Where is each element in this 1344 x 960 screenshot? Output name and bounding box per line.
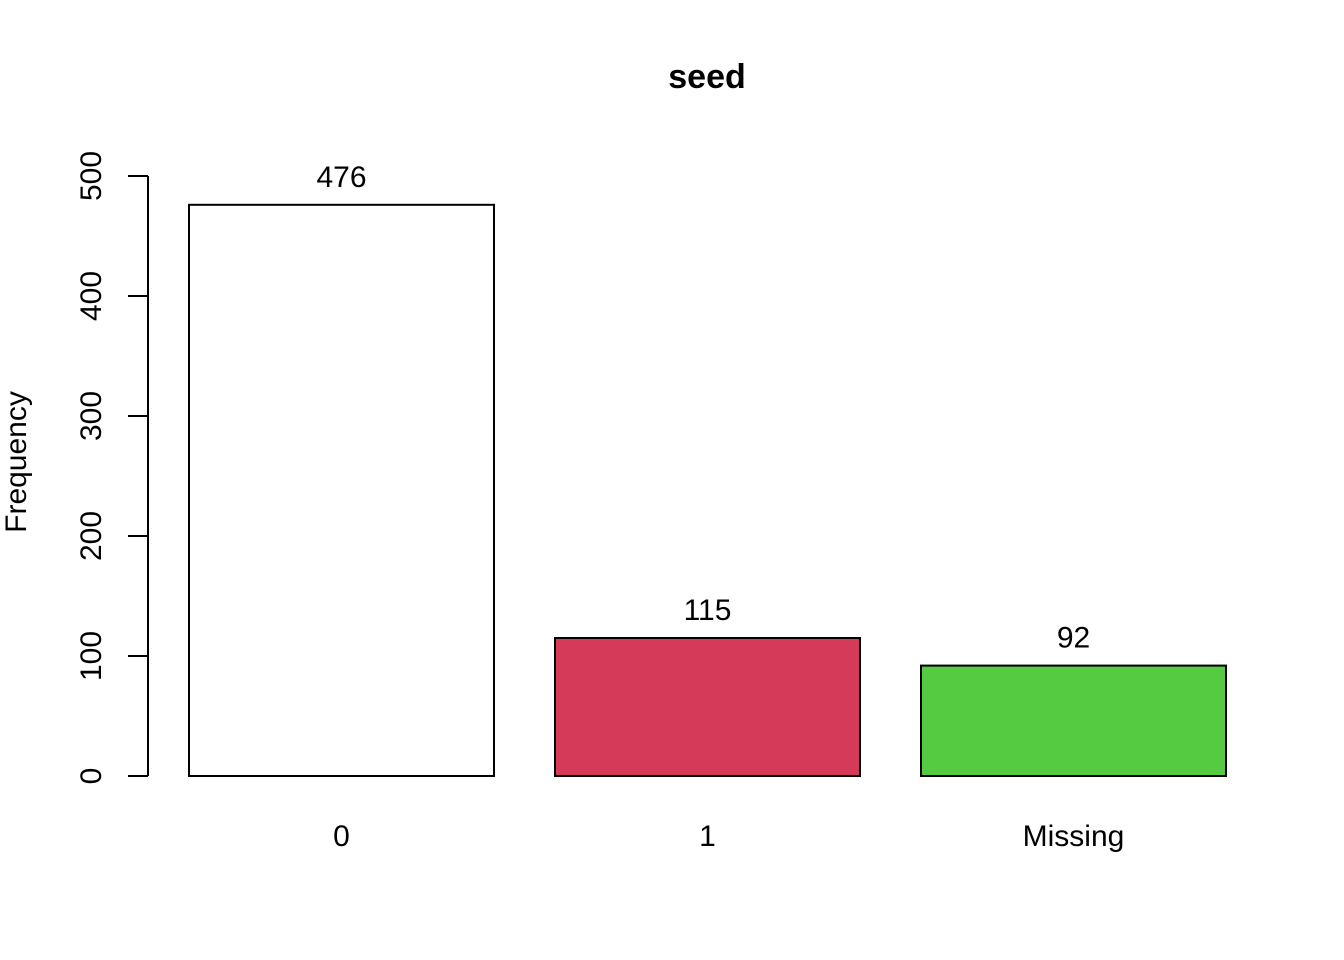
category-label: Missing bbox=[1023, 820, 1125, 853]
y-tick-label: 0 bbox=[75, 768, 108, 785]
bar bbox=[554, 637, 861, 777]
bar-value-label: 476 bbox=[316, 161, 366, 194]
category-label: 0 bbox=[333, 820, 350, 853]
chart-title: seed bbox=[668, 58, 746, 96]
y-axis-label: Frequency bbox=[0, 391, 33, 533]
y-tick-label: 300 bbox=[75, 391, 108, 441]
y-tick-label: 400 bbox=[75, 271, 108, 321]
y-tick-label: 100 bbox=[75, 631, 108, 681]
y-axis: 0 100 200 300 400 500 bbox=[75, 151, 149, 785]
y-tick-label: 500 bbox=[75, 151, 108, 201]
bar-value-label: 115 bbox=[684, 594, 732, 627]
category-labels-group: 0 1 Missing bbox=[333, 820, 1124, 853]
bar bbox=[188, 203, 495, 778]
bars-group bbox=[188, 203, 1227, 778]
category-label: 1 bbox=[699, 820, 716, 853]
bar-value-label: 92 bbox=[1057, 622, 1090, 655]
bar bbox=[920, 664, 1227, 777]
y-tick-label: 200 bbox=[75, 511, 108, 561]
data-labels-group: 476 115 92 bbox=[316, 161, 1090, 655]
